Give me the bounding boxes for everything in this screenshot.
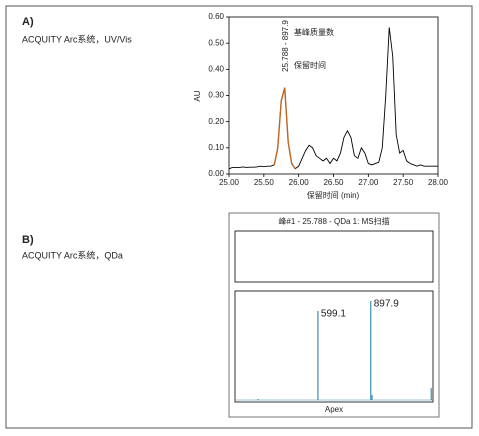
x-tick-label: 27.00	[358, 178, 379, 187]
x-tick-label: 26.50	[323, 178, 344, 187]
x-tick-label: 25.00	[219, 178, 240, 187]
y-tick-label: 0.60	[208, 12, 224, 21]
y-tick-label: 0.10	[208, 143, 224, 152]
annotation: 保留时间	[294, 60, 326, 70]
y-tick-label: 0.30	[208, 91, 224, 100]
x-tick-label: 27.50	[393, 178, 414, 187]
spectrum-title: 峰#1 - 25.788 - QDa 1: MS扫描	[278, 216, 389, 226]
y-tick-label: 0.40	[208, 64, 224, 73]
x-tick-label: 26.00	[289, 178, 310, 187]
peak-label: 897.9	[374, 299, 399, 310]
y-tick-label: 0.50	[208, 38, 224, 47]
plot-frame	[228, 16, 439, 175]
spectrum-pane	[234, 290, 434, 403]
y-tick-label: 0.20	[208, 117, 224, 126]
panel-label: A)	[22, 16, 34, 28]
trace	[273, 87, 296, 170]
x-axis-label: 保留时间 (min)	[307, 190, 360, 200]
x-tick-label: 25.50	[254, 178, 275, 187]
peak-label: 599.1	[321, 309, 346, 320]
annotation: 基峰质量数	[294, 27, 334, 37]
empty-pane	[234, 230, 434, 283]
trace	[228, 27, 438, 170]
x-tick-label: 28.00	[428, 178, 449, 187]
annotation: 25.788 - 897.9	[281, 20, 290, 72]
x-axis-label: Apex	[325, 405, 343, 414]
figure-border	[5, 5, 473, 429]
panel-subtitle: ACQUITY Arc系统，QDa	[22, 249, 123, 260]
panel-label: B)	[22, 234, 34, 246]
y-tick-label: 0.00	[208, 169, 224, 178]
panel-subtitle: ACQUITY Arc系统，UV/Vis	[22, 33, 132, 44]
y-axis-label: AU	[193, 90, 202, 101]
spectrum-frame	[228, 212, 440, 418]
